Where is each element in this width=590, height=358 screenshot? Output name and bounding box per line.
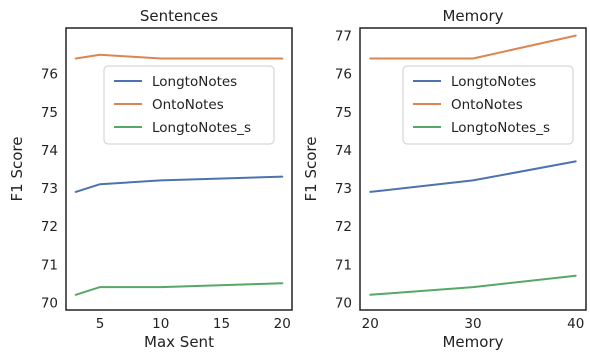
x-tick-label: 20 bbox=[362, 316, 379, 332]
series-line-3 bbox=[369, 274, 577, 296]
series-line-2 bbox=[74, 53, 284, 60]
x-tick-label: 40 bbox=[567, 316, 584, 332]
legend-box bbox=[103, 65, 275, 145]
series-line-3 bbox=[74, 282, 284, 296]
y-tick-label: 72 bbox=[335, 219, 352, 235]
y-tick-label: 75 bbox=[41, 105, 58, 121]
legend: LongtoNotes OntoNotes LongtoNotes_s bbox=[103, 65, 275, 145]
legend-box bbox=[402, 65, 574, 145]
x-tick-label: 30 bbox=[464, 316, 481, 332]
y-tick-label: 73 bbox=[335, 181, 352, 197]
x-tick-label: 10 bbox=[152, 316, 169, 332]
y-axis-label: F1 Score bbox=[8, 137, 26, 202]
chart-title: Memory bbox=[442, 7, 503, 25]
y-tick-label: 75 bbox=[335, 105, 352, 121]
legend-entry: LongtoNotes bbox=[152, 74, 237, 90]
legend-entry: OntoNotes bbox=[451, 97, 523, 113]
legend-entry: OntoNotes bbox=[152, 97, 224, 113]
legend-entry: LongtoNotes_s bbox=[152, 120, 251, 136]
y-tick-label: 70 bbox=[335, 295, 352, 311]
chart-panel-1: Sentences 5 10 15 20 70 71 72 73 74 75 76 Max Sent F1… bbox=[8, 7, 293, 351]
y-axis-label: F1 Score bbox=[302, 137, 320, 202]
y-tick-label: 73 bbox=[41, 181, 58, 197]
plot-frame bbox=[65, 27, 293, 311]
legend-entry: LongtoNotes bbox=[451, 74, 536, 90]
series-line-1 bbox=[369, 160, 577, 193]
y-tick-label: 71 bbox=[335, 257, 352, 273]
y-tick-label: 71 bbox=[41, 257, 58, 273]
chart-panel-2: Memory 20 30 40 70 71 72 73 74 75 76 77 Memory F1 Sco… bbox=[302, 7, 587, 351]
x-axis-label: Max Sent bbox=[144, 333, 214, 351]
y-tick-label: 70 bbox=[41, 295, 58, 311]
y-tick-label: 72 bbox=[41, 219, 58, 235]
legend: LongtoNotes OntoNotes LongtoNotes_s bbox=[402, 65, 574, 145]
x-axis-label: Memory bbox=[442, 333, 503, 351]
y-tick-label: 74 bbox=[41, 143, 58, 159]
y-tick-label: 76 bbox=[335, 67, 352, 83]
chart-title: Sentences bbox=[140, 7, 218, 25]
x-tick-label: 5 bbox=[96, 316, 105, 332]
y-tick-label: 77 bbox=[335, 29, 352, 45]
series-line-2 bbox=[369, 34, 577, 60]
x-tick-label: 15 bbox=[213, 316, 230, 332]
series-line-1 bbox=[74, 175, 284, 193]
y-tick-label: 74 bbox=[335, 143, 352, 159]
plot-frame bbox=[359, 27, 587, 311]
y-tick-label: 76 bbox=[41, 67, 58, 83]
legend-entry: LongtoNotes_s bbox=[451, 120, 550, 136]
x-tick-label: 20 bbox=[274, 316, 291, 332]
